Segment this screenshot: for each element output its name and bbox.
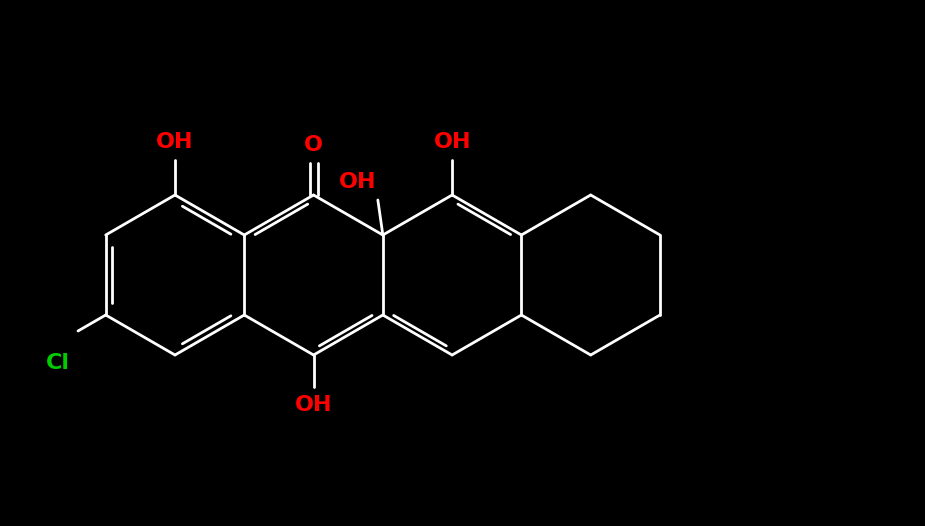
Text: OH: OH bbox=[295, 395, 332, 415]
Text: Cl: Cl bbox=[45, 353, 69, 373]
Text: OH: OH bbox=[434, 132, 471, 152]
Text: OH: OH bbox=[339, 172, 376, 192]
Text: OH: OH bbox=[156, 132, 193, 152]
Text: O: O bbox=[304, 135, 323, 155]
